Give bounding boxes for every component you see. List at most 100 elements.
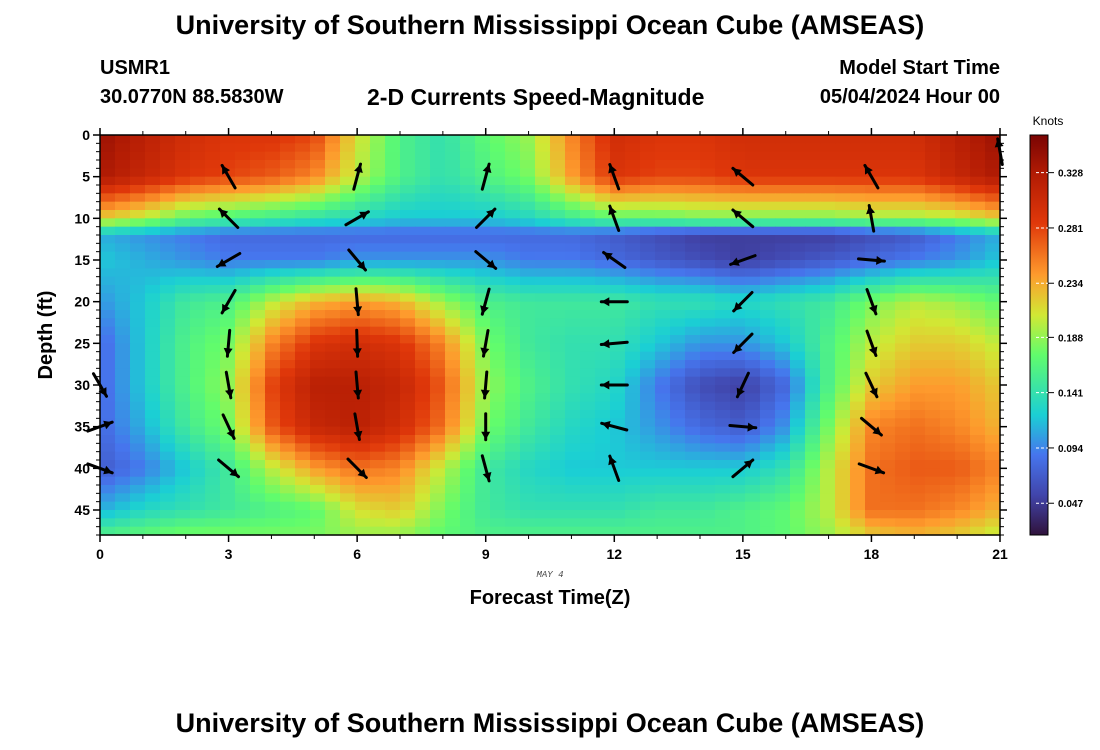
- heatmap-cell: [505, 518, 521, 528]
- heatmap-cell: [490, 143, 506, 153]
- heatmap-cell: [325, 401, 341, 411]
- y-tick-label: 10: [74, 210, 90, 226]
- heatmap-cell: [940, 360, 956, 369]
- heatmap-cell: [820, 301, 836, 311]
- heatmap-cell: [115, 326, 131, 336]
- heatmap-cell: [100, 168, 116, 178]
- heatmap-cell: [445, 310, 461, 319]
- heatmap-cell: [475, 168, 491, 178]
- heatmap-cell: [760, 260, 776, 269]
- heatmap-cell: [295, 193, 311, 203]
- heatmap-cell: [475, 368, 491, 378]
- heatmap-cell: [490, 393, 506, 403]
- heatmap-cell: [400, 493, 416, 503]
- heatmap-cell: [865, 285, 881, 294]
- heatmap-cell: [895, 476, 911, 486]
- heatmap-cell: [295, 243, 311, 253]
- heatmap-cell: [640, 318, 656, 328]
- heatmap-cell: [790, 335, 806, 344]
- heatmap-cell: [415, 135, 431, 144]
- heatmap-cell: [985, 201, 1001, 211]
- heatmap-cell: [805, 401, 821, 411]
- heatmap-cell: [880, 160, 896, 169]
- heatmap-cell: [985, 276, 1001, 286]
- heatmap-cell: [115, 493, 131, 503]
- heatmap-cell: [985, 301, 1001, 311]
- heatmap-cell: [895, 185, 911, 194]
- heatmap-cell: [400, 451, 416, 461]
- heatmap-cell: [595, 510, 611, 519]
- heatmap-cell: [760, 293, 776, 303]
- heatmap-cell: [895, 168, 911, 178]
- heatmap-cell: [805, 176, 821, 186]
- heatmap-cell: [220, 285, 236, 294]
- heatmap-cell: [775, 301, 791, 311]
- heatmap-cell: [835, 335, 851, 344]
- heatmap-cell: [250, 285, 266, 294]
- heatmap-cell: [895, 451, 911, 461]
- heatmap-cell: [370, 251, 386, 261]
- heatmap-cell: [655, 485, 671, 494]
- heatmap-cell: [805, 360, 821, 369]
- heatmap-cell: [355, 135, 371, 144]
- heatmap-cell: [850, 510, 866, 519]
- heatmap-cell: [625, 235, 641, 244]
- heatmap-cell: [745, 385, 761, 394]
- heatmap-cell: [295, 260, 311, 269]
- heatmap-cell: [550, 151, 566, 161]
- heatmap-cell: [205, 476, 221, 486]
- heatmap-cell: [580, 360, 596, 369]
- heatmap-cell: [325, 493, 341, 503]
- heatmap-cell: [235, 193, 251, 203]
- heatmap-cell: [460, 368, 476, 378]
- heatmap-cell: [205, 385, 221, 394]
- heatmap-cell: [925, 443, 941, 453]
- heatmap-cell: [685, 518, 701, 528]
- heatmap-cell: [400, 151, 416, 161]
- heatmap-cell: [145, 335, 161, 344]
- heatmap-cell: [805, 160, 821, 169]
- heatmap-cell: [445, 351, 461, 361]
- heatmap-cell: [985, 343, 1001, 353]
- heatmap-cell: [715, 418, 731, 428]
- heatmap-cell: [130, 351, 146, 361]
- heatmap-cell: [865, 251, 881, 261]
- heatmap-cell: [460, 351, 476, 361]
- heatmap-cell: [370, 410, 386, 419]
- heatmap-cell: [880, 176, 896, 186]
- heatmap-cell: [145, 476, 161, 486]
- heatmap-cell: [865, 193, 881, 203]
- heatmap-cell: [325, 451, 341, 461]
- heatmap-cell: [730, 310, 746, 319]
- y-tick-label: 25: [74, 335, 90, 351]
- heatmap-cell: [475, 193, 491, 203]
- heatmap-cell: [865, 243, 881, 253]
- heatmap-cell: [835, 326, 851, 336]
- heatmap-cell: [460, 510, 476, 519]
- heatmap-cell: [355, 510, 371, 519]
- heatmap-cell: [490, 176, 506, 186]
- heatmap-cell: [550, 301, 566, 311]
- heatmap-cell: [385, 185, 401, 194]
- heatmap-cell: [835, 176, 851, 186]
- heatmap-cell: [865, 418, 881, 428]
- heatmap-cell: [445, 476, 461, 486]
- heatmap-cell: [430, 510, 446, 519]
- heatmap-cell: [175, 343, 191, 353]
- heatmap-cell: [610, 143, 626, 153]
- heatmap-cell: [355, 476, 371, 486]
- heatmap-cell: [310, 426, 326, 436]
- heatmap-cell: [220, 526, 236, 536]
- heatmap-cell: [895, 135, 911, 144]
- heatmap-cell: [925, 210, 941, 219]
- heatmap-cell: [160, 160, 176, 169]
- heatmap-cell: [640, 135, 656, 144]
- heatmap-cell: [970, 518, 986, 528]
- heatmap-cell: [685, 176, 701, 186]
- heatmap-cell: [415, 418, 431, 428]
- heatmap-cell: [400, 235, 416, 244]
- heatmap-cell: [895, 368, 911, 378]
- heatmap-cell: [280, 343, 296, 353]
- heatmap-cell: [280, 276, 296, 286]
- heatmap-cell: [700, 501, 716, 511]
